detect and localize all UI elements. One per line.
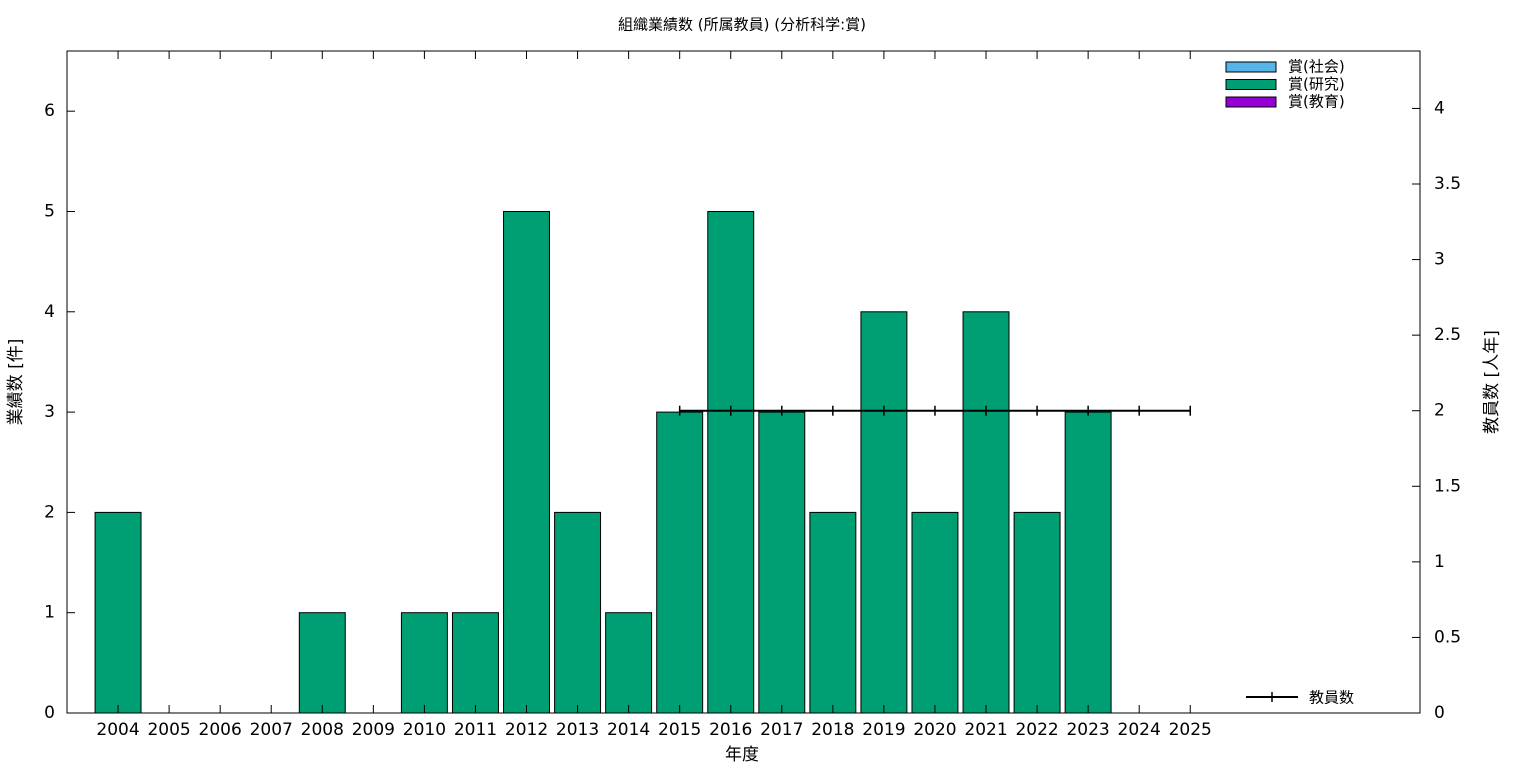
y-tick-label: 0 xyxy=(44,703,55,723)
bar xyxy=(605,612,653,714)
x-tick-label: 2018 xyxy=(811,720,854,740)
x-tick-label: 2006 xyxy=(199,720,242,740)
y2-tick-label: 3.5 xyxy=(1434,174,1461,194)
y2-tick-label: 0 xyxy=(1434,703,1445,723)
bar xyxy=(400,612,448,714)
bar xyxy=(554,511,602,714)
bar xyxy=(503,210,550,714)
y-tick-label: 4 xyxy=(44,302,55,322)
x-tick-label: 2008 xyxy=(301,720,344,740)
x-tick-label: 2020 xyxy=(913,720,956,740)
x-tick-label: 2019 xyxy=(862,720,905,740)
bar xyxy=(1013,511,1061,714)
bar xyxy=(758,411,806,714)
legend-label: 賞(研究) xyxy=(1288,75,1345,93)
plot-frame xyxy=(66,50,1421,714)
legend-swatch xyxy=(1225,96,1277,108)
x-tick-label: 2025 xyxy=(1169,720,1212,740)
x-axis-label: 年度 xyxy=(725,745,759,765)
x-tick-label: 2014 xyxy=(607,720,650,740)
bar xyxy=(911,511,959,714)
y2-tick-label: 0.5 xyxy=(1434,627,1461,647)
y2-tick-label: 4 xyxy=(1434,98,1445,118)
bar xyxy=(94,511,142,714)
chart-title: 組織業績数 (所属教員) (分析科学:賞) xyxy=(618,16,866,34)
legend-label: 教員数 xyxy=(1309,689,1354,707)
y2-tick-label: 3 xyxy=(1434,250,1445,270)
bar xyxy=(860,311,908,714)
x-tick-label: 2024 xyxy=(1118,720,1161,740)
x-tick-label: 2011 xyxy=(454,720,497,740)
legend-label: 賞(教育) xyxy=(1288,93,1345,111)
y2-tick-label: 1.5 xyxy=(1434,476,1461,496)
x-tick-label: 2021 xyxy=(964,720,1007,740)
x-tick-label: 2005 xyxy=(147,720,190,740)
x-tick-label: 2007 xyxy=(250,720,293,740)
y2-tick-label: 2 xyxy=(1434,401,1445,421)
bar xyxy=(809,511,857,714)
x-tick-label: 2016 xyxy=(709,720,752,740)
x-tick-label: 2009 xyxy=(352,720,395,740)
bar xyxy=(707,210,755,714)
y-tick-label: 3 xyxy=(44,402,55,422)
y-tick-label: 5 xyxy=(44,201,55,221)
x-tick-label: 2017 xyxy=(760,720,803,740)
x-tick-label: 2013 xyxy=(556,720,599,740)
y2-axis-label: 教員数 [人年] xyxy=(1482,330,1502,434)
bar xyxy=(656,411,704,714)
x-tick-label: 2022 xyxy=(1015,720,1058,740)
x-tick-label: 2010 xyxy=(403,720,446,740)
bar xyxy=(451,612,499,714)
x-tick-label: 2023 xyxy=(1066,720,1109,740)
x-tick-label: 2015 xyxy=(658,720,701,740)
y-tick-label: 2 xyxy=(44,502,55,522)
x-tick-label: 2004 xyxy=(96,720,139,740)
y-tick-label: 1 xyxy=(44,603,55,623)
y2-tick-label: 1 xyxy=(1434,552,1445,572)
bar xyxy=(298,612,346,714)
y-tick-label: 6 xyxy=(44,101,55,121)
legend-label: 賞(社会) xyxy=(1288,58,1345,76)
y-axis-label: 業績数 [件] xyxy=(6,339,26,426)
bar xyxy=(1064,411,1112,714)
x-tick-label: 2012 xyxy=(505,720,548,740)
legend-swatch xyxy=(1225,79,1277,90)
bar xyxy=(962,311,1010,714)
legend-swatch xyxy=(1225,61,1277,73)
y2-tick-label: 2.5 xyxy=(1434,325,1461,345)
